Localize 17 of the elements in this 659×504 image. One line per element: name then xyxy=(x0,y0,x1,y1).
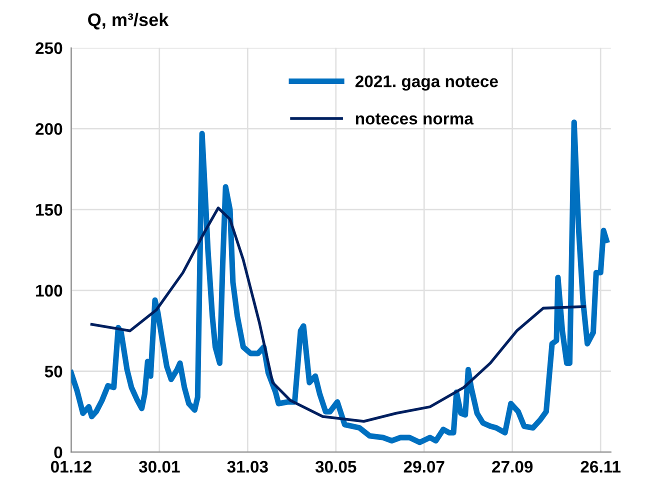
legend-label: noteces norma xyxy=(356,113,474,125)
y-tick-label: 100 xyxy=(36,284,62,297)
line-series xyxy=(90,206,586,423)
x-tick-label: 30.05 xyxy=(315,460,356,473)
x-tick-label: 30.01 xyxy=(138,460,180,473)
legend-label: 2021. gaga notece xyxy=(355,75,498,91)
y-tick-label: 50 xyxy=(44,366,62,378)
x-tick-label: 01.12 xyxy=(50,460,92,473)
y-axis-title: Q, m³/sek xyxy=(88,12,169,30)
y-tick-label: 0 xyxy=(54,446,62,458)
x-tick-label: 26.11 xyxy=(580,460,621,473)
x-tick-label: 27.09 xyxy=(492,460,533,473)
x-tick-label: 29.07 xyxy=(404,460,444,473)
y-tick-label: 200 xyxy=(36,123,62,135)
y-tick-label: 250 xyxy=(36,42,62,54)
y-tick-label: 150 xyxy=(36,204,62,216)
x-tick-label: 31.03 xyxy=(227,460,268,473)
